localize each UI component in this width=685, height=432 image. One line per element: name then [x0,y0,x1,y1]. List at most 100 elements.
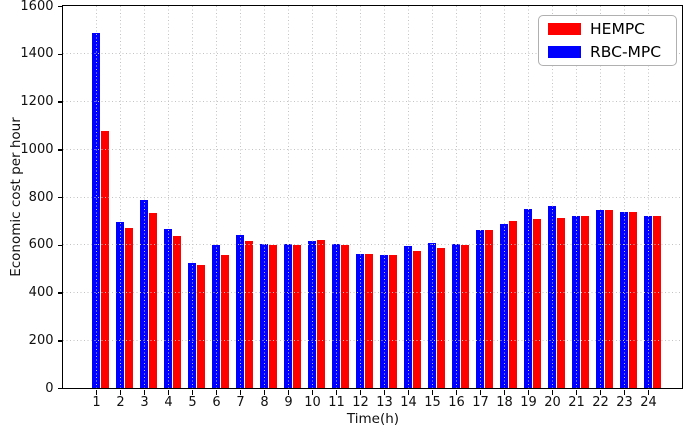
x-tick-mark [311,390,314,395]
y-tick-mark [57,340,62,342]
bar-hempc [245,240,253,388]
x-axis-label: Time(h) [346,411,400,427]
v-gridline [191,6,193,388]
h-gridline [63,339,682,341]
bar-hempc [629,211,637,388]
v-gridline [383,6,385,388]
x-tick-mark [335,390,338,395]
bar-hempc [293,244,301,388]
bar-hempc [101,131,109,388]
x-tick-mark [359,390,362,395]
bar-hempc [197,265,205,388]
x-tick-label: 17 [472,395,489,410]
v-gridline [359,6,361,388]
x-tick-label: 7 [236,395,245,410]
y-tick-label: 0 [45,380,54,396]
legend-swatch-rbcmpc [548,46,581,58]
y-tick-label: 1400 [20,46,54,62]
v-gridline [551,6,553,388]
x-tick-mark [623,390,626,395]
bar-hempc [413,250,421,388]
x-tick-mark [551,390,554,395]
bar-hempc [341,244,349,388]
legend-entry-hempc: HEMPC [548,20,667,38]
x-tick-label: 16 [448,395,465,410]
x-tick-mark [599,390,602,395]
x-tick-mark [407,390,410,395]
bar-hempc [461,244,469,388]
x-tick-mark [575,390,578,395]
x-tick-label: 4 [164,395,173,410]
v-gridline [119,6,121,388]
bar-hempc [605,209,613,388]
x-tick-mark [479,390,482,395]
h-gridline [63,101,682,102]
x-tick-label: 21 [568,395,585,410]
v-gridline [95,6,97,388]
bar-hempc [149,212,157,388]
legend-label-rbcmpc: RBC-MPC [590,43,662,61]
x-tick-label: 15 [424,395,441,410]
y-tick-label: 400 [28,285,54,300]
bar-hempc [557,217,565,388]
x-tick-label: 19 [520,395,537,410]
v-gridline [263,6,265,388]
x-tick-mark [455,390,458,395]
v-gridline [311,6,313,388]
v-gridline [335,6,337,388]
y-tick-mark [57,244,62,246]
y-tick-mark [57,5,62,8]
bar-hempc [533,218,541,388]
x-tick-label: 8 [260,395,269,410]
x-tick-mark [383,390,386,395]
bar-hempc [509,220,517,388]
x-tick-mark [263,390,266,395]
y-tick-mark [57,149,62,151]
v-gridline [215,6,217,388]
h-gridline [63,148,682,150]
h-gridline [63,196,682,198]
x-tick-label: 13 [376,395,393,410]
y-tick-label: 1200 [20,94,54,109]
y-tick-mark [57,196,62,199]
x-tick-mark [527,390,530,395]
bar-hempc [221,254,229,388]
x-tick-label: 12 [352,395,369,410]
x-tick-label: 1 [92,395,101,410]
bar-hempc [269,245,277,388]
plot-area [62,5,683,389]
x-tick-label: 24 [640,395,657,410]
x-tick-mark [431,390,434,395]
bar-hempc [125,227,133,388]
x-tick-mark [119,390,122,395]
x-tick-label: 6 [212,395,221,410]
bar-hempc [437,247,445,388]
v-gridline [599,6,601,388]
x-tick-label: 11 [328,395,345,410]
v-gridline [239,6,241,388]
v-gridline [455,6,457,388]
x-tick-mark [167,390,170,395]
y-tick-mark [57,101,62,103]
x-tick-label: 20 [544,395,561,410]
v-gridline [431,6,433,388]
x-tick-mark [287,390,290,395]
y-tick-label: 600 [28,237,54,253]
x-tick-label: 2 [116,395,125,410]
legend-label-hempc: HEMPC [590,20,645,38]
x-tick-label: 5 [188,395,197,410]
x-tick-label: 22 [592,395,609,410]
x-tick-label: 10 [304,395,321,410]
x-tick-mark [647,390,650,395]
bar-hempc [317,239,325,388]
legend-swatch-hempc [548,23,581,35]
y-tick-mark [57,387,62,390]
v-gridline [479,6,481,388]
x-tick-mark [239,390,242,395]
x-tick-mark [503,390,506,395]
v-gridline [503,6,505,388]
v-gridline [407,6,409,388]
y-tick-label: 800 [28,189,54,205]
bar-hempc [389,254,397,388]
